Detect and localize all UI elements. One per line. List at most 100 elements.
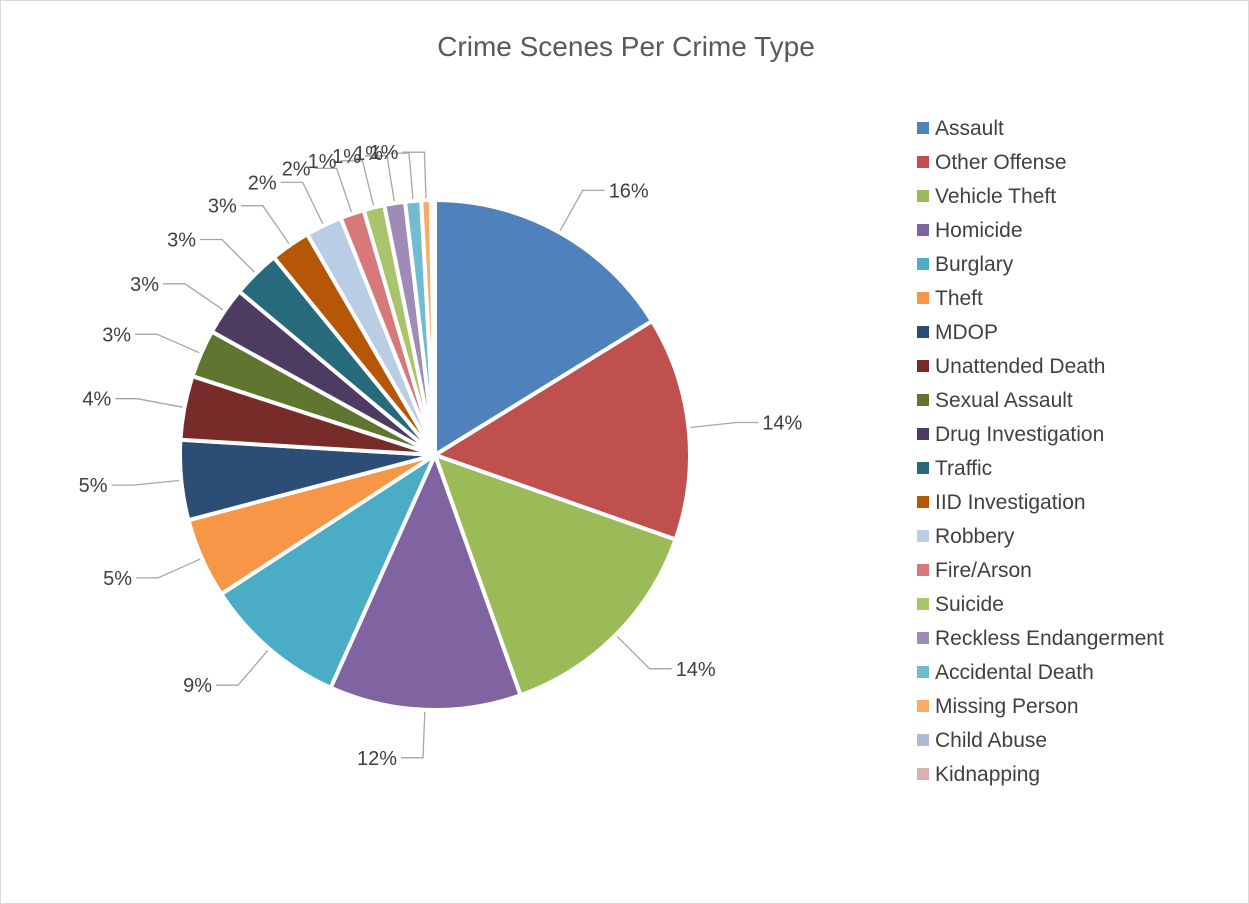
pie-slice-homicide <box>328 453 523 712</box>
data-label-assault: 16% <box>609 180 649 202</box>
legend-label: Missing Person <box>935 695 1079 718</box>
legend-swatch <box>917 564 929 576</box>
legend: Assault Other Offense Vehicle Theft Homicid… <box>917 117 1164 786</box>
data-label-unattended-death: 4% <box>82 389 111 411</box>
data-label-suicide: 1% <box>308 151 337 173</box>
legend-label: Other Offense <box>935 151 1067 174</box>
legend-swatch <box>917 394 929 406</box>
data-label-homicide: 12% <box>357 748 397 770</box>
leader-line-mdop <box>111 479 180 486</box>
legend-item-vehicle-theft: Vehicle Theft <box>917 185 1056 208</box>
leader-line-traffic <box>200 238 255 273</box>
legend-label: Unattended Death <box>935 355 1105 378</box>
legend-item-homicide: Homicide <box>917 219 1023 242</box>
data-label-iid-investigation: 3% <box>208 196 237 218</box>
leader-line-fire-arson <box>314 167 353 213</box>
legend-item-other-offense: Other Offense <box>917 151 1067 174</box>
leader-line-iid-investigation <box>240 205 290 244</box>
legend-label: Fire/Arson <box>935 559 1032 582</box>
leader-line-reckless-endangerment <box>365 155 395 202</box>
legend-swatch <box>917 700 929 712</box>
legend-label: Kidnapping <box>935 763 1040 786</box>
legend-label: Traffic <box>935 457 992 480</box>
legend-label: Burglary <box>935 253 1014 276</box>
legend-swatch <box>917 258 929 270</box>
data-label-fire-arson: 2% <box>282 158 311 180</box>
leader-line-suicide <box>340 160 375 206</box>
legend-label: Homicide <box>935 219 1023 242</box>
legend-label: Theft <box>935 287 983 310</box>
data-label-reckless-endangerment: 1% <box>332 146 361 168</box>
legend-item-robbery: Robbery <box>917 525 1015 548</box>
legend-label: Reckless Endangerment <box>935 627 1164 650</box>
legend-item-unattended-death: Unattended Death <box>917 355 1105 378</box>
legend-item-drug-investigation: Drug Investigation <box>917 423 1104 446</box>
data-label-theft: 5% <box>103 568 132 590</box>
legend-swatch <box>917 462 929 474</box>
legend-item-mdop: MDOP <box>917 321 998 344</box>
legend-item-kidnapping: Kidnapping <box>917 763 1040 786</box>
data-labels: 16%14%14%12%9%5%5%4%3%3%3%3%2%2%1%1%1%1% <box>79 142 803 770</box>
legend-swatch <box>917 428 929 440</box>
legend-label: Assault <box>935 117 1004 140</box>
legend-label: Sexual Assault <box>935 389 1073 412</box>
data-label-other-offense: 14% <box>762 413 802 435</box>
legend-swatch <box>917 734 929 746</box>
leader-line-burglary <box>216 649 269 686</box>
leader-line-drug-investigation <box>163 283 224 311</box>
legend-item-accidental-death: Accidental Death <box>917 661 1094 684</box>
legend-label: IID Investigation <box>935 491 1086 514</box>
legend-swatch <box>917 360 929 372</box>
leader-line-other-offense <box>690 421 759 429</box>
legend-item-child-abuse: Child Abuse <box>917 729 1047 752</box>
legend-swatch <box>917 326 929 338</box>
pie-slice-kidnapping <box>431 198 437 457</box>
legend-label: Drug Investigation <box>935 423 1104 446</box>
legend-item-traffic: Traffic <box>917 457 992 480</box>
pie-slice-assault <box>433 198 655 457</box>
leader-line-theft <box>136 558 201 579</box>
legend-swatch <box>917 122 929 134</box>
legend-label: Child Abuse <box>935 729 1047 752</box>
chart-title: Crime Scenes Per Crime Type <box>437 31 815 62</box>
data-label-robbery: 2% <box>248 172 277 194</box>
legend-swatch <box>917 224 929 236</box>
legend-swatch <box>917 190 929 202</box>
data-label-traffic: 3% <box>167 230 196 252</box>
pie-slice-vehicle-theft <box>433 453 678 698</box>
legend-item-fire-arson: Fire/Arson <box>917 559 1032 582</box>
legend-swatch <box>917 496 929 508</box>
data-label-burglary: 9% <box>183 675 212 697</box>
legend-swatch <box>917 292 929 304</box>
data-label-sexual-assault: 3% <box>102 324 131 346</box>
legend-item-theft: Theft <box>917 287 983 310</box>
legend-item-iid-investigation: IID Investigation <box>917 491 1086 514</box>
legend-item-sexual-assault: Sexual Assault <box>917 389 1073 412</box>
legend-label: Vehicle Theft <box>935 185 1056 208</box>
pie-slice-other-offense <box>433 319 692 542</box>
legend-swatch <box>917 156 929 168</box>
leader-line-assault <box>559 189 605 231</box>
legend-swatch <box>917 666 929 678</box>
leader-line-accidental-death <box>387 152 414 199</box>
pie-slice-burglary <box>219 453 437 690</box>
leader-line-homicide <box>401 711 426 759</box>
data-label-mdop: 5% <box>79 475 108 497</box>
legend-item-assault: Assault <box>917 117 1004 140</box>
data-label-vehicle-theft: 14% <box>676 659 716 681</box>
legend-swatch <box>917 530 929 542</box>
legend-swatch <box>917 632 929 644</box>
data-label-missing-person: 1% <box>369 142 398 164</box>
leader-line-sexual-assault <box>135 333 200 354</box>
legend-item-missing-person: Missing Person <box>917 695 1079 718</box>
legend-item-burglary: Burglary <box>917 253 1014 276</box>
legend-label: MDOP <box>935 321 998 344</box>
leader-line-robbery <box>280 181 324 225</box>
data-label-accidental-death: 1% <box>354 143 383 165</box>
legend-swatch <box>917 598 929 610</box>
pie-slices <box>178 198 692 712</box>
leader-line-vehicle-theft <box>616 635 672 670</box>
legend-swatch <box>917 768 929 780</box>
legend-item-reckless-endangerment: Reckless Endangerment <box>917 627 1164 650</box>
